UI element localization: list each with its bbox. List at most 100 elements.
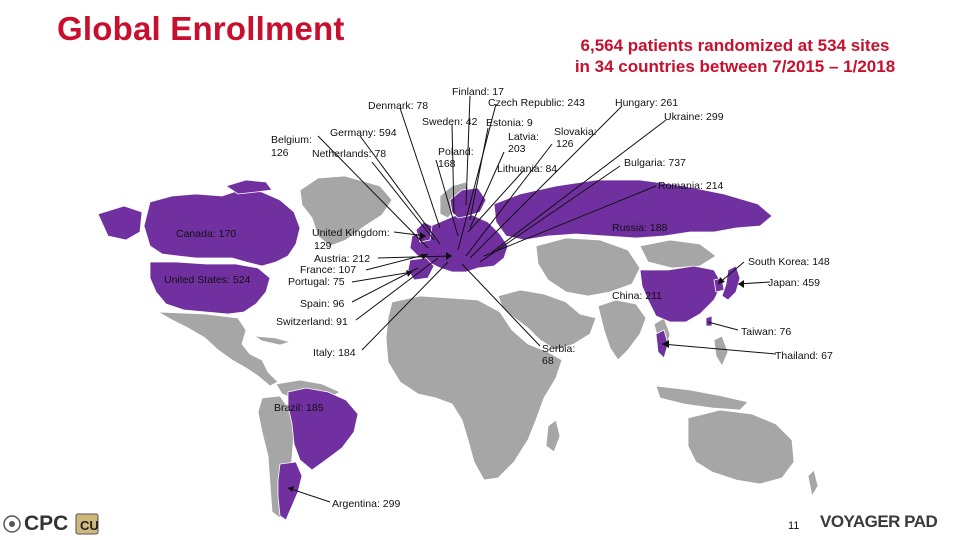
- line-latvia: [469, 151, 505, 229]
- line-lithuania: [467, 169, 525, 233]
- label-serbia-value: 68: [542, 355, 554, 367]
- label-united-states: United States: 524: [164, 274, 251, 286]
- label-sweden: Sweden: 42: [422, 116, 478, 128]
- line-ukraine: [491, 119, 667, 253]
- enrollment-summary: 6,564 patients randomized at 534 sites i…: [545, 35, 925, 77]
- label-portugal: Portugal: 75: [288, 276, 345, 288]
- philippines: [713, 335, 729, 367]
- mongolia: [639, 239, 717, 269]
- line-spain: [351, 267, 419, 303]
- mexico: [157, 311, 279, 387]
- middle-east: [497, 289, 597, 351]
- label-lithuania: Lithuania: 84: [497, 163, 558, 175]
- line-czech: [457, 103, 497, 251]
- label-denmark: Denmark: 78: [368, 100, 429, 112]
- line-netherlands: [371, 161, 435, 241]
- line-poland: [435, 159, 459, 237]
- line-denmark: [399, 107, 441, 229]
- madagascar: [545, 419, 561, 453]
- label-belgium: Belgium:: [271, 134, 312, 146]
- label-russia: Russia: 188: [612, 222, 668, 234]
- arrowhead-austria: [446, 252, 452, 260]
- label-hungary: Hungary: 261: [615, 97, 679, 109]
- label-united-kingdom: United Kingdom:: [312, 227, 390, 239]
- arrowhead-argentina: [288, 486, 294, 492]
- united-states: [149, 261, 271, 315]
- arrowhead-south-korea: [718, 277, 725, 284]
- label-japan: Japan: 459: [768, 277, 820, 289]
- central-asia: [535, 237, 641, 297]
- brazil: [287, 387, 359, 471]
- line-taiwan: [707, 321, 739, 331]
- taiwan: [705, 315, 713, 327]
- label-finland: Finland: 17: [452, 86, 504, 98]
- callout-lines: [287, 95, 777, 503]
- label-canada: Canada: 170: [176, 228, 237, 240]
- line-sweden: [451, 123, 455, 215]
- japan: [721, 265, 741, 301]
- summary-line-2: in 34 countries between 7/2015 – 1/2018: [574, 57, 896, 76]
- label-poland-value: 168: [438, 158, 456, 170]
- label-brazil: Brazil: 185: [274, 402, 324, 414]
- cpc-logo: CU CPC: [2, 510, 112, 538]
- china: [639, 265, 723, 323]
- label-latvia-value: 203: [508, 143, 526, 155]
- arrowhead-thailand: [662, 340, 669, 348]
- label-germany: Germany: 594: [330, 127, 397, 139]
- line-bulgaria: [479, 165, 621, 263]
- label-argentina: Argentina: 299: [332, 498, 401, 510]
- canada: [143, 189, 301, 267]
- line-argentina: [287, 487, 331, 503]
- label-bulgaria: Bulgaria: 737: [624, 157, 686, 169]
- canada-islands: [225, 179, 273, 195]
- line-belgium: [317, 135, 429, 249]
- arrowheads: [288, 232, 744, 492]
- label-slovakia: Slovakia:: [554, 126, 597, 138]
- page-number: 11: [788, 520, 800, 532]
- label-austria: Austria: 212: [314, 253, 371, 265]
- label-ukraine: Ukraine: 299: [664, 111, 724, 123]
- line-germany: [359, 135, 441, 245]
- arrowhead-france: [421, 254, 428, 260]
- arrowhead-uk: [420, 232, 426, 240]
- label-belgium-value: 126: [271, 147, 289, 159]
- africa: [385, 295, 563, 481]
- label-china: China: 211: [612, 290, 663, 302]
- label-latvia: Latvia:: [508, 131, 539, 143]
- line-slovakia: [465, 143, 553, 257]
- new-zealand: [807, 469, 819, 498]
- india: [597, 299, 647, 361]
- line-hungary: [469, 105, 623, 259]
- label-thailand: Thailand: 67: [775, 350, 833, 362]
- voyager-pad-logo: VOYAGER PAD: [820, 512, 938, 531]
- label-estonia: Estonia: 9: [486, 117, 533, 129]
- iberia: [407, 257, 435, 281]
- russia: [493, 179, 773, 241]
- label-south-korea: South Korea: 148: [748, 256, 830, 268]
- line-thailand: [661, 343, 777, 355]
- line-italy: [361, 261, 449, 351]
- line-romania: [483, 185, 657, 257]
- label-switzerland: Switzerland: 91: [276, 316, 348, 328]
- label-serbia: Serbia:: [542, 343, 576, 355]
- alaska: [97, 205, 143, 241]
- label-france: France: 107: [300, 264, 357, 276]
- line-portugal: [351, 271, 413, 283]
- arrowhead-japan: [738, 280, 744, 288]
- page-title: Global Enrollment: [57, 10, 345, 47]
- indonesia: [655, 385, 749, 411]
- argentina: [277, 461, 303, 521]
- label-poland: Poland:: [438, 146, 474, 158]
- label-taiwan: Taiwan: 76: [741, 326, 792, 338]
- cpc-logo-text: CPC: [24, 512, 69, 535]
- line-serbia: [461, 263, 541, 347]
- australia: [687, 409, 795, 485]
- label-slovakia-value: 126: [556, 138, 574, 150]
- svg-text:CU: CU: [80, 518, 99, 533]
- cpc-logo-mark: CU: [3, 513, 99, 535]
- label-united-kingdom-value: 129: [314, 240, 332, 252]
- cuba: [253, 335, 292, 346]
- summary-line-1: 6,564 patients randomized at 534 sites: [580, 36, 890, 55]
- label-czech-republic: Czech Republic: 243: [488, 97, 585, 109]
